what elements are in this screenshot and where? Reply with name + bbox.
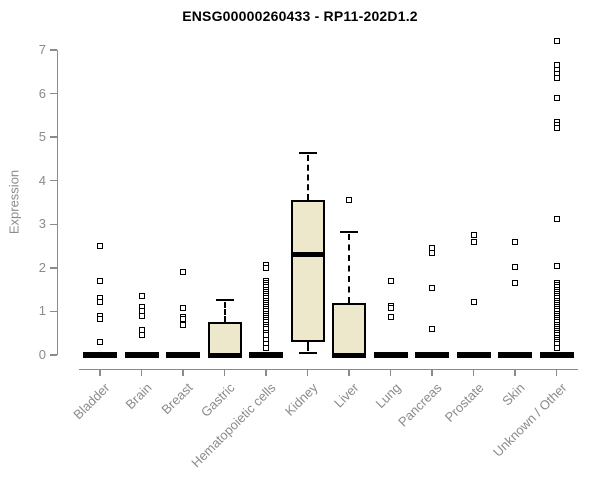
y-tick-label: 1: [38, 303, 46, 319]
x-axis-tick: [306, 368, 309, 376]
y-tick-label: 3: [38, 216, 46, 232]
outlier-point: [553, 94, 560, 101]
y-axis-tick: [50, 136, 57, 138]
y-axis-tick: [50, 49, 57, 51]
outlier-point: [97, 243, 103, 250]
x-axis-tick: [514, 368, 516, 376]
outlier-point: [553, 38, 560, 45]
outlier-point: [512, 280, 518, 287]
y-tick-label: 5: [38, 129, 46, 145]
x-axis-tick: [431, 368, 433, 376]
y-tick-label: 2: [38, 259, 46, 275]
outlier-point: [138, 293, 145, 300]
upper-whisker-cap: [215, 299, 234, 302]
y-tick-label: 7: [38, 42, 46, 57]
y-axis-tick: [50, 92, 57, 95]
x-axis-tick: [182, 368, 184, 376]
box: [207, 321, 242, 355]
median-line: [290, 252, 325, 258]
x-axis-tick: [265, 368, 267, 376]
collapsed-box-median-line: [249, 352, 283, 358]
outlier-point: [180, 269, 186, 276]
outlier-point: [263, 345, 269, 352]
y-axis-tick: [50, 354, 57, 356]
collapsed-box-median-line: [166, 352, 200, 358]
upper-whisker: [223, 302, 226, 322]
collapsed-box-median-line: [83, 352, 117, 358]
y-axis-tick: [50, 179, 57, 182]
outlier-point: [429, 285, 435, 292]
outlier-point: [553, 262, 560, 269]
median-line: [332, 352, 366, 358]
upper-whisker-cap: [298, 152, 317, 155]
box: [332, 302, 366, 355]
outlier-point: [97, 277, 103, 284]
box: [290, 200, 325, 342]
y-axis: [56, 50, 58, 355]
outlier-point: [346, 197, 352, 204]
y-tick-label: 0: [38, 347, 46, 362]
outlier-point: [97, 316, 103, 323]
outlier-point: [138, 312, 145, 319]
x-axis-tick: [472, 368, 475, 376]
outlier-point: [97, 338, 103, 345]
outlier-point: [470, 298, 477, 305]
outlier-point: [429, 249, 435, 256]
outlier-point: [180, 321, 186, 328]
collapsed-box-median-line: [456, 352, 491, 358]
outlier-point: [553, 125, 560, 132]
collapsed-box-median-line: [498, 352, 532, 358]
outlier-point: [263, 264, 269, 271]
x-axis-tick: [555, 368, 558, 376]
outlier-point: [387, 277, 394, 284]
y-axis-tick: [50, 267, 57, 269]
outlier-point: [553, 216, 560, 223]
x-axis-tick: [99, 368, 101, 376]
upper-whisker: [348, 234, 350, 303]
outlier-point: [387, 313, 394, 320]
outlier-point: [470, 232, 477, 239]
x-axis-tick: [389, 368, 392, 376]
collapsed-box-median-line: [124, 352, 159, 358]
upper-whisker-cap: [340, 231, 358, 234]
outlier-point: [553, 75, 560, 82]
outlier-point: [553, 345, 560, 352]
x-axis: [79, 368, 578, 370]
median-line: [207, 352, 242, 358]
y-tick-label: 6: [38, 85, 46, 101]
outlier-point: [512, 263, 518, 270]
collapsed-box-median-line: [373, 352, 408, 358]
collapsed-box-median-line: [415, 352, 449, 358]
lower-whisker-cap: [298, 351, 317, 354]
outlier-point: [138, 332, 145, 339]
x-axis-tick: [140, 368, 143, 376]
outlier-point: [512, 238, 518, 245]
collapsed-box-median-line: [539, 352, 574, 358]
x-axis-tick: [348, 368, 350, 376]
outlier-point: [387, 305, 394, 312]
lower-whisker: [306, 341, 309, 351]
y-tick-label: 4: [38, 172, 46, 188]
chart-title: ENSG00000260433 - RP11-202D1.2: [182, 8, 418, 24]
x-axis-tick: [223, 368, 226, 376]
y-axis-tick: [50, 310, 57, 313]
outlier-point: [180, 305, 186, 312]
outlier-point: [97, 298, 103, 305]
y-axis-tick: [50, 223, 57, 226]
upper-whisker: [306, 155, 309, 201]
outlier-point: [429, 325, 435, 332]
outlier-point: [470, 238, 477, 245]
